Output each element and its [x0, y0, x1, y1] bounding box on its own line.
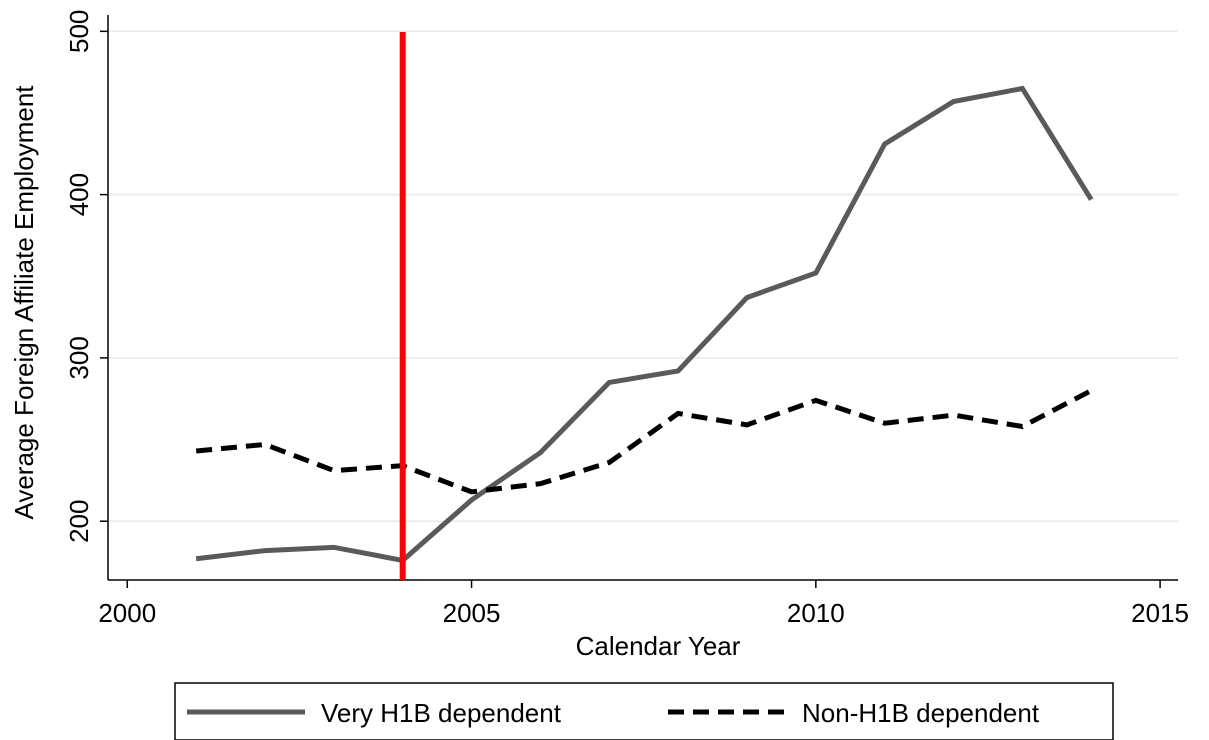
- x-tick-label: 2005: [443, 598, 501, 628]
- y-tick-label: 500: [64, 10, 94, 53]
- series-line: [195, 85, 1094, 564]
- y-tick-label: 300: [64, 336, 94, 379]
- legend-label: Very H1B dependent: [321, 698, 562, 728]
- x-axis-label: Calendar Year: [576, 631, 741, 661]
- x-tick-label: 2010: [787, 598, 845, 628]
- series-line: [195, 388, 1093, 495]
- x-tick-label: 2015: [1131, 598, 1189, 628]
- legend-box: [174, 682, 1114, 740]
- x-tick-label: 2000: [98, 598, 156, 628]
- y-tick-label: 200: [64, 500, 94, 543]
- legend-label: Non-H1B dependent: [802, 698, 1040, 728]
- y-axis-label: Average Foreign Affiliate Employment: [9, 85, 39, 520]
- y-tick-label: 400: [64, 173, 94, 216]
